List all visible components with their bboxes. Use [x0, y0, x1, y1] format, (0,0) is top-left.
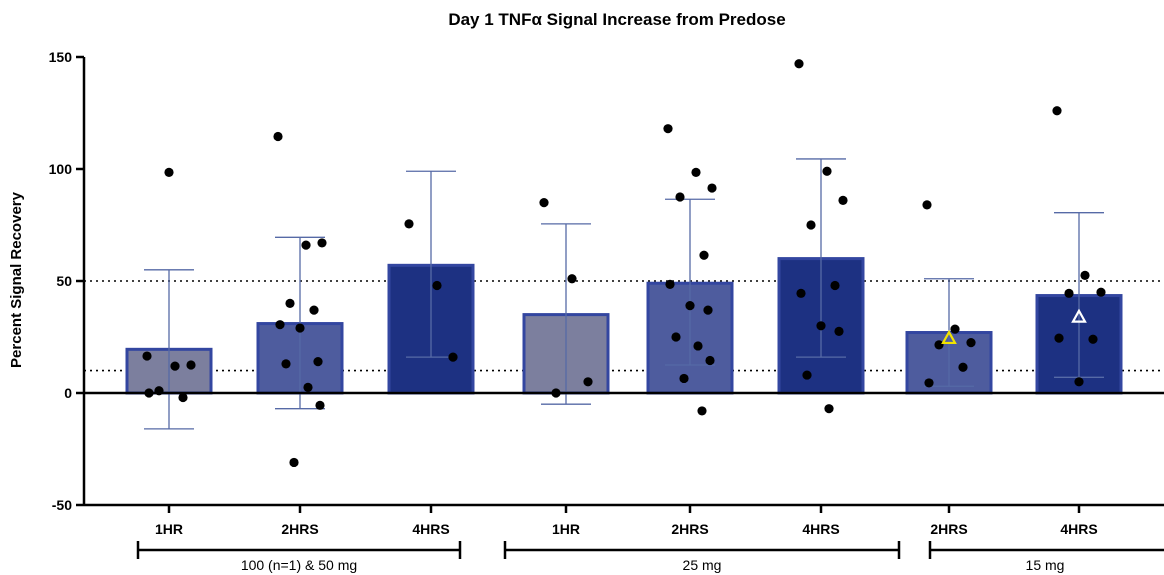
- x-tick-label: 4HRS: [802, 521, 839, 537]
- data-point: [1088, 334, 1098, 344]
- data-point: [794, 59, 804, 69]
- data-point: [301, 240, 311, 250]
- data-point: [1052, 106, 1062, 116]
- x-tick-label: 2HRS: [281, 521, 318, 537]
- y-tick-label: -50: [52, 497, 72, 513]
- data-point: [1054, 333, 1064, 343]
- data-point: [824, 404, 834, 414]
- y-tick-label: 150: [49, 49, 73, 65]
- data-point: [281, 359, 291, 369]
- bars-layer: [125, 257, 1123, 395]
- y-tick-label: 0: [64, 385, 72, 401]
- data-point: [303, 382, 313, 392]
- data-point: [1074, 377, 1084, 387]
- data-point: [816, 321, 826, 331]
- data-point: [830, 280, 840, 291]
- group-label: 25 mg: [683, 557, 722, 573]
- data-point: [675, 192, 685, 202]
- data-point: [966, 338, 976, 348]
- data-point: [693, 341, 703, 351]
- data-point: [551, 388, 561, 398]
- reference-lines: [84, 280, 1164, 372]
- data-point: [275, 320, 285, 330]
- data-point: [295, 323, 305, 333]
- data-point: [448, 352, 458, 362]
- data-point: [539, 198, 549, 208]
- points-layer: [142, 59, 1106, 468]
- data-point: [144, 388, 154, 398]
- data-point: [289, 457, 299, 468]
- data-point: [671, 332, 681, 342]
- data-point: [705, 355, 715, 366]
- data-point: [665, 279, 675, 289]
- x-tick-label: 2HRS: [930, 521, 967, 537]
- data-point: [404, 219, 414, 229]
- data-point: [691, 167, 701, 177]
- data-point: [142, 351, 152, 361]
- data-point: [802, 370, 812, 380]
- data-point: [834, 326, 844, 336]
- data-point: [685, 301, 695, 311]
- data-point: [838, 195, 848, 205]
- data-point: [154, 386, 164, 396]
- axes-layer: -50 0 50 100 150: [49, 49, 1164, 513]
- data-point: [170, 361, 180, 371]
- data-point: [703, 305, 713, 315]
- y-axis-label: Percent Signal Recovery: [8, 191, 25, 368]
- triangle-marker: [941, 329, 957, 345]
- data-point: [273, 131, 283, 142]
- data-point: [164, 167, 174, 177]
- data-point: [707, 183, 717, 193]
- data-point: [313, 357, 323, 367]
- data-point: [1064, 288, 1074, 298]
- x-tick-label: 4HRS: [412, 521, 449, 537]
- triangle-marker: [1071, 308, 1087, 323]
- x-tick-label: 2HRS: [671, 521, 708, 537]
- group-label: 15 mg: [1026, 557, 1065, 573]
- data-point: [679, 373, 689, 384]
- data-point: [178, 392, 188, 403]
- y-tick-label: 50: [56, 273, 72, 289]
- data-point: [924, 378, 934, 388]
- data-point: [567, 274, 577, 284]
- data-point: [315, 400, 325, 410]
- x-tick-label: 4HRS: [1060, 521, 1097, 537]
- group-label: 100 (n=1) & 50 mg: [241, 557, 357, 573]
- data-point: [432, 280, 442, 291]
- data-point: [699, 250, 709, 260]
- data-point: [285, 298, 295, 308]
- y-tick-label: 100: [49, 161, 73, 177]
- data-point: [697, 406, 707, 416]
- data-point: [806, 220, 816, 230]
- x-tick-label: 1HR: [155, 521, 183, 537]
- data-point: [309, 305, 319, 315]
- data-point: [822, 166, 832, 176]
- data-point: [186, 360, 196, 370]
- data-point: [934, 340, 944, 350]
- group-brackets: 100 (n=1) & 50 mg 25 mg 15 mg: [136, 541, 1164, 573]
- data-point: [922, 200, 932, 210]
- data-point: [796, 288, 806, 298]
- data-point: [1080, 270, 1090, 280]
- data-point: [663, 124, 673, 134]
- data-point: [317, 238, 327, 248]
- data-point: [1096, 287, 1106, 297]
- data-point: [950, 324, 960, 334]
- data-point: [958, 362, 968, 372]
- x-tick-labels: 1HR 2HRS 4HRS 1HR 2HRS 4HRS 2HRS 4HRS: [155, 521, 1098, 537]
- data-point: [583, 377, 593, 387]
- chart-title: Day 1 TNFα Signal Increase from Predose: [448, 10, 785, 29]
- x-tick-label: 1HR: [552, 521, 580, 537]
